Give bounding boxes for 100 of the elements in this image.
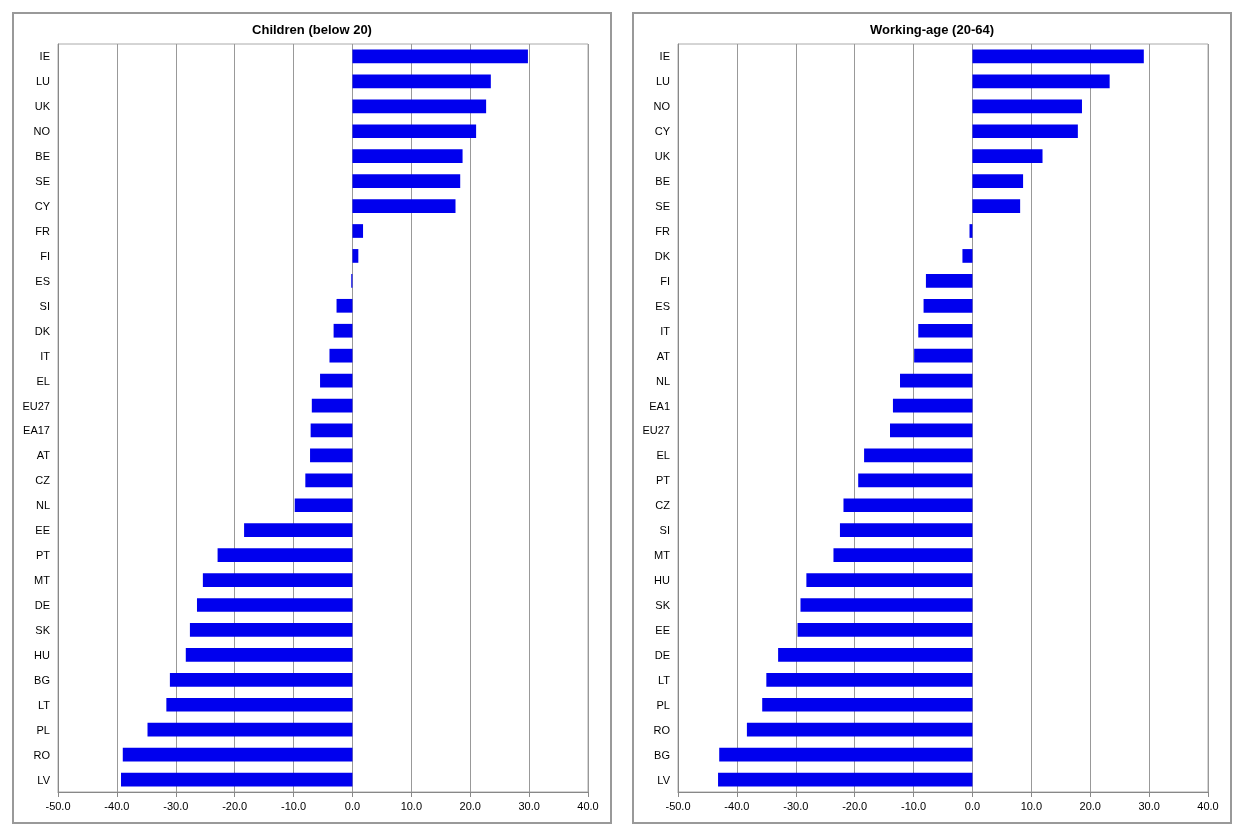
y-tick-label: FR xyxy=(35,225,51,237)
x-tick-label: -40.0 xyxy=(104,799,130,812)
y-tick-label: DK xyxy=(34,324,51,337)
y-tick-label: ES xyxy=(655,299,670,312)
bar xyxy=(352,249,359,263)
y-tick-label: LU xyxy=(655,75,671,88)
bar xyxy=(762,697,973,712)
bar xyxy=(972,74,1110,89)
bar xyxy=(718,772,973,787)
x-tick-label: 20.0 xyxy=(459,799,481,812)
bar xyxy=(972,49,1144,64)
y-tick-label: IE xyxy=(659,50,670,63)
bar xyxy=(189,623,353,637)
y-tick-label: DK xyxy=(654,249,671,262)
bar xyxy=(311,398,353,413)
x-tick-label: -50.0 xyxy=(665,799,691,812)
bar xyxy=(746,722,973,737)
y-tick-label: ES xyxy=(35,274,50,287)
bar xyxy=(122,747,353,762)
y-tick-label: RO xyxy=(653,723,671,736)
bar xyxy=(972,99,1082,114)
y-tick-label: PL xyxy=(36,723,50,736)
y-tick-label: PT xyxy=(655,474,671,487)
bar xyxy=(352,124,477,139)
x-tick-label: 20.0 xyxy=(1079,799,1101,812)
bar xyxy=(352,174,461,188)
bar xyxy=(719,747,973,762)
y-tick-label: NO xyxy=(653,100,671,113)
y-tick-label: LT xyxy=(657,673,671,686)
y-tick-label: CY xyxy=(654,125,671,138)
y-tick-label: IE xyxy=(39,50,50,63)
y-tick-label: IT xyxy=(660,324,671,337)
y-tick-label: EE xyxy=(35,524,50,537)
y-tick-label: BG xyxy=(654,748,670,761)
bar xyxy=(766,672,973,687)
y-tick-label: SK xyxy=(655,599,671,611)
bar xyxy=(972,199,1021,213)
y-tick-label: LT xyxy=(37,698,51,711)
y-tick-label: DE xyxy=(34,599,50,611)
bar xyxy=(217,548,353,562)
bar xyxy=(858,473,973,488)
bar xyxy=(843,498,973,513)
y-tick-label: EL xyxy=(656,449,670,462)
bar xyxy=(833,548,973,562)
bar xyxy=(320,373,353,388)
x-tick-label: 30.0 xyxy=(518,799,540,812)
bar xyxy=(914,348,973,363)
bar xyxy=(202,573,353,587)
y-tick-label: EL xyxy=(36,374,50,387)
x-tick-label: -50.0 xyxy=(45,799,71,812)
x-tick-label: 10.0 xyxy=(1020,799,1043,812)
y-tick-label: EA17 xyxy=(23,424,50,437)
y-tick-label: MT xyxy=(34,574,51,587)
bar xyxy=(352,224,364,238)
bar xyxy=(121,772,353,787)
x-tick-label: -20.0 xyxy=(222,799,248,812)
bar xyxy=(923,298,973,313)
y-tick-label: AT xyxy=(656,349,671,362)
y-tick-label: FI xyxy=(660,274,670,287)
bar xyxy=(329,348,353,363)
bar xyxy=(778,648,973,662)
bar xyxy=(352,74,491,89)
bar xyxy=(972,149,1043,164)
bar xyxy=(962,249,973,263)
y-tick-label: CY xyxy=(34,200,51,213)
y-tick-label: UK xyxy=(654,150,671,163)
y-tick-label: SK xyxy=(35,623,51,636)
x-tick-label: 30.0 xyxy=(1138,799,1160,812)
bar xyxy=(169,672,353,687)
bar xyxy=(166,697,353,712)
y-tick-label: LV xyxy=(37,773,51,786)
y-tick-label: DE xyxy=(654,648,670,661)
y-tick-label: LV xyxy=(657,773,671,786)
y-tick-label: CZ xyxy=(655,499,671,512)
y-tick-label: EA1 xyxy=(649,399,670,412)
chart-title: Children (below 20) xyxy=(252,22,372,37)
y-tick-label: SE xyxy=(655,200,670,213)
x-tick-label: 40.0 xyxy=(577,799,599,812)
bar xyxy=(352,49,528,64)
bar xyxy=(310,423,353,438)
y-tick-label: SI xyxy=(39,299,50,312)
bar xyxy=(800,598,973,612)
y-tick-label: LU xyxy=(35,75,51,88)
y-tick-label: NO xyxy=(33,125,51,138)
y-tick-label: FI xyxy=(40,249,50,262)
y-tick-label: HU xyxy=(654,574,671,587)
y-tick-label: IT xyxy=(40,349,51,362)
x-tick-label: 40.0 xyxy=(1197,799,1219,812)
x-tick-label: -10.0 xyxy=(901,799,927,812)
y-tick-label: SE xyxy=(35,175,50,188)
x-tick-label: -30.0 xyxy=(163,799,189,812)
y-tick-label: HU xyxy=(34,648,51,661)
y-tick-label: RO xyxy=(33,748,51,761)
x-tick-label: -20.0 xyxy=(842,799,868,812)
bar xyxy=(972,124,1078,139)
y-tick-label: EE xyxy=(655,623,670,636)
bar xyxy=(890,423,973,438)
bar xyxy=(352,99,487,114)
x-tick-label: -40.0 xyxy=(724,799,750,812)
y-tick-label: UK xyxy=(34,100,51,113)
